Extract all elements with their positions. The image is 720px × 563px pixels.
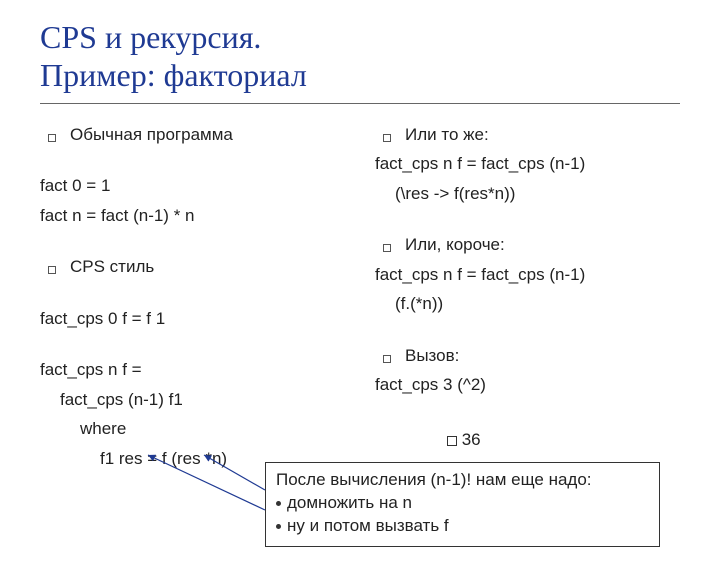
bullet-text: Или, короче: [405, 232, 505, 258]
callout-line: После вычисления (n-1)! нам еще надо: [276, 469, 649, 492]
code-line: fact_cps 0 f = f 1 [40, 306, 345, 332]
callout-box: После вычисления (n-1)! нам еще надо: до… [265, 462, 660, 547]
bullet-text: CPS стиль [70, 254, 154, 280]
dot-bullet-icon [276, 501, 281, 506]
spacer [40, 232, 345, 250]
bullet-or-same: Или то же: [383, 122, 680, 148]
square-bullet-icon [383, 134, 391, 142]
callout-text: ну и потом вызвать f [287, 515, 449, 538]
spacer [375, 210, 680, 228]
bullet-cps: CPS стиль [48, 254, 345, 280]
code-line: fact n = fact (n-1) * n [40, 203, 345, 229]
bullet-call: Вызов: [383, 343, 680, 369]
result-arrow-icon [447, 436, 457, 446]
title-rule [40, 103, 680, 104]
slide-title: CPS и рекурсия. Пример: факториал [40, 18, 680, 95]
code-line: fact_cps n f = fact_cps (n-1) [375, 262, 680, 288]
code-line: where [40, 416, 345, 442]
callout-bullet: ну и потом вызвать f [276, 515, 649, 538]
bullet-or-short: Или, короче: [383, 232, 680, 258]
square-bullet-icon [383, 244, 391, 252]
bullet-text: Обычная программа [70, 122, 233, 148]
dot-bullet-icon [276, 524, 281, 529]
spacer [40, 151, 345, 169]
title-line-2: Пример: факториал [40, 57, 307, 93]
code-line: fact 0 = 1 [40, 173, 345, 199]
callout-text: домножить на n [287, 492, 412, 515]
square-bullet-icon [48, 266, 56, 274]
code-line: (f.(*n)) [375, 291, 680, 317]
code-line: (\res -> f(res*n)) [375, 181, 680, 207]
slide: CPS и рекурсия. Пример: факториал Обычна… [0, 0, 720, 540]
callout-bullet: домножить на n [276, 492, 649, 515]
code-line: fact_cps n f = [40, 357, 345, 383]
spacer [40, 335, 345, 353]
bullet-ordinary: Обычная программа [48, 122, 345, 148]
bullet-text: Вызов: [405, 343, 459, 369]
title-line-1: CPS и рекурсия. [40, 19, 261, 55]
bullet-text: Или то же: [405, 122, 489, 148]
code-text: 36 [457, 430, 481, 449]
square-bullet-icon [48, 134, 56, 142]
code-line: fact_cps (n-1) f1 [40, 387, 345, 413]
code-text [433, 430, 447, 449]
code-line: fact_cps 3 (^2) [375, 372, 680, 398]
square-bullet-icon [383, 355, 391, 363]
code-line: fact_cps n f = fact_cps (n-1) [375, 151, 680, 177]
spacer [375, 321, 680, 339]
spacer [40, 284, 345, 302]
